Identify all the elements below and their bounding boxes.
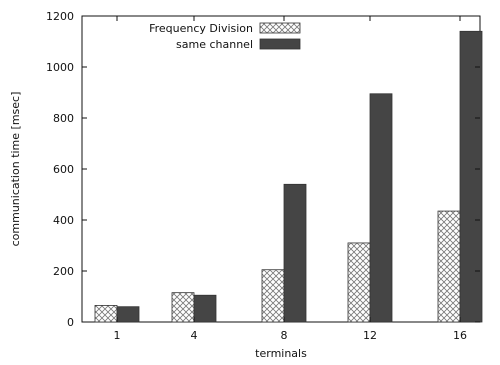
x-tick-label: 16: [453, 329, 467, 342]
bar-frequency-division: [347, 242, 371, 323]
bar-frequency-division: [437, 210, 461, 323]
bar-frequency-division: [261, 269, 285, 323]
y-tick-label: 800: [53, 112, 74, 125]
y-axis-title: communication time [msec]: [9, 92, 22, 247]
x-axis-title: terminals: [255, 347, 307, 360]
legend-label: Frequency Division: [149, 22, 253, 35]
x-tick-label: 12: [363, 329, 377, 342]
legend-label: same channel: [176, 38, 253, 51]
bar-same-channel: [283, 183, 307, 323]
bar-frequency-division: [94, 305, 118, 323]
x-tick-label: 4: [191, 329, 198, 342]
y-tick-label: 400: [53, 214, 74, 227]
bar-same-channel: [116, 306, 140, 323]
legend-swatch-same-channel: [259, 38, 301, 50]
bar-frequency-division: [171, 292, 195, 323]
y-tick-label: 1000: [46, 61, 74, 74]
y-tick-label: 1200: [46, 10, 74, 23]
y-tick-label: 0: [67, 316, 74, 329]
x-tick-label: 8: [281, 329, 288, 342]
legend-swatch-frequency-division: [259, 22, 301, 34]
bar-same-channel: [459, 30, 483, 323]
y-tick-label: 200: [53, 265, 74, 278]
bar-same-channel: [369, 93, 393, 323]
y-tick-label: 600: [53, 163, 74, 176]
x-tick-label: 1: [114, 329, 121, 342]
bar-same-channel: [193, 294, 217, 323]
